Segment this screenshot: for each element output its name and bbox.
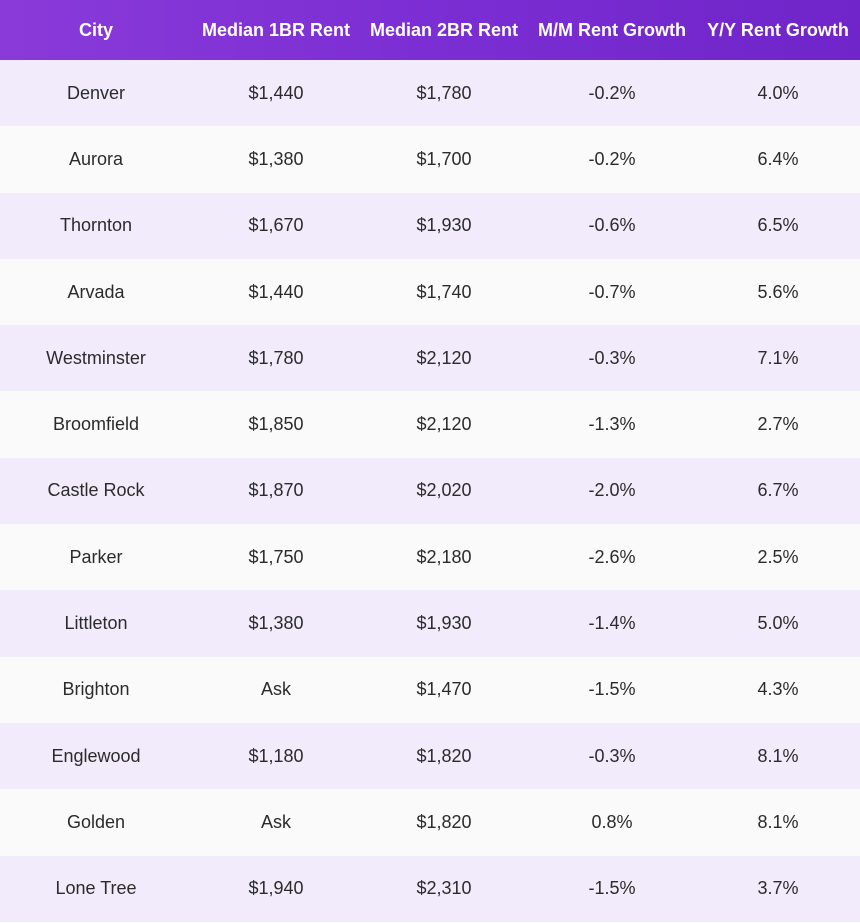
header-mm-rent-growth: M/M Rent Growth	[538, 19, 686, 40]
table-row: Littleton $1,380 $1,930 -1.4% 5.0%	[0, 590, 860, 657]
cell-median-1br-rent: $1,440	[248, 82, 304, 103]
cell-mm-rent-growth: -1.5%	[588, 878, 636, 899]
cell-yy-rent-growth: 6.7%	[757, 480, 799, 501]
table-row: Englewood $1,180 $1,820 -0.3% 8.1%	[0, 722, 860, 790]
cell-yy-rent-growth: 2.5%	[757, 546, 799, 567]
header-row: City Median 1BR Rent Median 2BR Rent M/M Re…	[0, 0, 860, 60]
cell-median-2br-rent: $1,820	[416, 811, 472, 832]
cell-yy-rent-growth: 6.5%	[757, 215, 799, 236]
table-row: Arvada $1,440 $1,740 -0.7% 5.6%	[0, 258, 860, 326]
cell-yy-rent-growth: 6.4%	[757, 148, 799, 169]
cell-city: Arvada	[67, 281, 125, 302]
cell-median-1br-rent: $1,850	[248, 414, 304, 435]
cell-median-2br-rent: $2,020	[416, 480, 472, 501]
cell-mm-rent-growth: -0.6%	[588, 215, 636, 236]
table-row: Aurora $1,380 $1,700 -0.2% 6.4%	[0, 126, 860, 193]
cell-mm-rent-growth: -0.2%	[588, 82, 636, 103]
table-row: Brighton Ask $1,470 -1.5% 4.3%	[0, 656, 860, 723]
cell-mm-rent-growth: -2.6%	[588, 546, 636, 567]
header-city: City	[78, 19, 113, 40]
header-median-1br-rent: Median 1BR Rent	[201, 19, 351, 40]
cell-mm-rent-growth: -1.4%	[588, 613, 636, 634]
cell-median-2br-rent: $1,470	[416, 679, 472, 700]
cell-median-1br-rent: $1,750	[248, 546, 304, 567]
cell-mm-rent-growth: -1.5%	[588, 679, 636, 700]
table-row: Lone Tree $1,940 $2,310 -1.5% 3.7%	[0, 855, 860, 922]
cell-median-1br-rent: $1,380	[248, 148, 304, 169]
cell-city: Broomfield	[52, 414, 140, 435]
cell-median-2br-rent: $1,820	[416, 745, 472, 766]
cell-median-2br-rent: $2,120	[416, 414, 472, 435]
cell-median-1br-rent: $1,940	[248, 878, 304, 899]
cell-median-1br-rent: Ask	[260, 811, 291, 832]
table-row: Thornton $1,670 $1,930 -0.6% 6.5%	[0, 192, 860, 259]
cell-mm-rent-growth: -2.0%	[588, 480, 636, 501]
cell-yy-rent-growth: 5.6%	[757, 281, 799, 302]
cell-median-2br-rent: $2,120	[416, 347, 472, 368]
cell-median-2br-rent: $1,930	[416, 215, 472, 236]
cell-median-2br-rent: $2,180	[416, 546, 472, 567]
cell-city: Castle Rock	[47, 480, 145, 501]
cell-median-2br-rent: $1,930	[416, 613, 472, 634]
table-row: Castle Rock $1,870 $2,020 -2.0% 6.7%	[0, 457, 860, 525]
cell-city: Westminster	[46, 347, 146, 368]
cell-mm-rent-growth: -0.7%	[588, 281, 636, 302]
cell-median-2br-rent: $1,700	[416, 148, 472, 169]
cell-yy-rent-growth: 8.1%	[757, 745, 799, 766]
cell-median-1br-rent: $1,780	[248, 347, 304, 368]
cell-median-1br-rent: $1,440	[248, 281, 304, 302]
table-row: Parker $1,750 $2,180 -2.6% 2.5%	[0, 524, 860, 591]
cell-median-1br-rent: $1,180	[248, 745, 304, 766]
cell-yy-rent-growth: 8.1%	[757, 811, 799, 832]
cell-yy-rent-growth: 2.7%	[757, 414, 799, 435]
cell-mm-rent-growth: 0.8%	[591, 811, 633, 832]
cell-median-2br-rent: $1,740	[416, 281, 472, 302]
cell-median-1br-rent: $1,670	[248, 215, 304, 236]
cell-city: Brighton	[62, 679, 130, 700]
cell-median-2br-rent: $2,310	[416, 878, 472, 899]
cell-mm-rent-growth: -0.3%	[588, 347, 636, 368]
table-body: Denver $1,440 $1,780 -0.2% 4.0% Aurora $1,380 $…	[0, 60, 860, 922]
cell-city: Parker	[69, 546, 123, 567]
cell-yy-rent-growth: 4.3%	[757, 679, 799, 700]
header-median-2br-rent: Median 2BR Rent	[369, 19, 519, 40]
cell-median-1br-rent: Ask	[260, 679, 291, 700]
cell-city: Thornton	[59, 215, 133, 236]
cell-mm-rent-growth: -0.3%	[588, 745, 636, 766]
table-row: Denver $1,440 $1,780 -0.2% 4.0%	[0, 60, 860, 127]
cell-city: Aurora	[68, 148, 124, 169]
cell-median-1br-rent: $1,380	[248, 613, 304, 634]
cell-mm-rent-growth: -0.2%	[588, 148, 636, 169]
cell-city: Littleton	[64, 613, 128, 634]
cell-mm-rent-growth: -1.3%	[588, 414, 636, 435]
cell-city: Golden	[66, 811, 126, 832]
cell-city: Denver	[66, 82, 126, 103]
table-row: Golden Ask $1,820 0.8% 8.1%	[0, 789, 860, 856]
cell-median-1br-rent: $1,870	[248, 480, 304, 501]
table-row: Broomfield $1,850 $2,120 -1.3% 2.7%	[0, 391, 860, 458]
cell-city: Lone Tree	[55, 878, 137, 899]
cell-yy-rent-growth: 4.0%	[757, 82, 799, 103]
cell-yy-rent-growth: 3.7%	[757, 878, 799, 899]
header-yy-rent-growth: Y/Y Rent Growth	[707, 19, 849, 40]
table-header: City Median 1BR Rent Median 2BR Rent M/M Re…	[0, 0, 860, 60]
cell-city: Englewood	[51, 745, 141, 766]
cell-median-2br-rent: $1,780	[416, 82, 472, 103]
cell-yy-rent-growth: 5.0%	[757, 613, 799, 634]
table-row: Westminster $1,780 $2,120 -0.3% 7.1%	[0, 325, 860, 392]
cell-yy-rent-growth: 7.1%	[757, 347, 799, 368]
